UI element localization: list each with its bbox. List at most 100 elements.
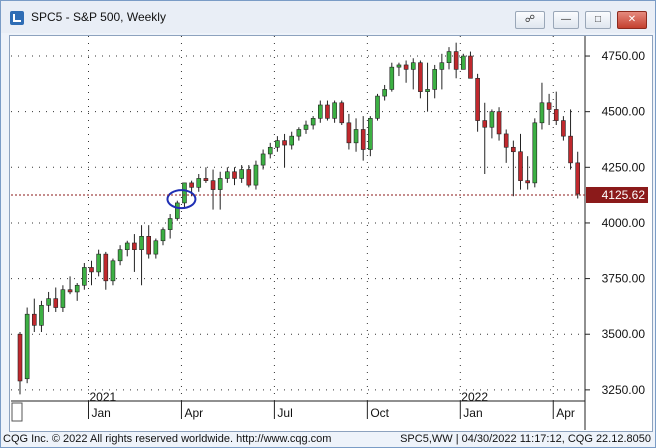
x-tick-label: Jan bbox=[463, 406, 482, 420]
candle-body bbox=[24, 313, 30, 380]
candle-body bbox=[210, 180, 216, 190]
y-tick-label: 4250.00 bbox=[602, 160, 646, 174]
cqg-app-icon bbox=[10, 11, 24, 25]
last-price-label: 4125.62 bbox=[602, 188, 646, 202]
candle-body bbox=[289, 135, 295, 146]
candle-body bbox=[553, 109, 559, 121]
close-icon: ✕ bbox=[627, 14, 637, 25]
candle-body bbox=[117, 249, 123, 262]
x-tick-label: Oct bbox=[370, 406, 389, 420]
year-label: 2022 bbox=[461, 390, 488, 404]
y-tick-label: 4500.00 bbox=[602, 105, 646, 119]
close-button[interactable]: ✕ bbox=[617, 11, 647, 29]
x-tick-label: Jan bbox=[92, 406, 111, 420]
title-bar[interactable]: SPC5 - S&P 500, Weekly ☍ — □ ✕ bbox=[1, 1, 655, 33]
candle-body bbox=[511, 146, 516, 153]
candle-body bbox=[267, 146, 273, 155]
candle-body bbox=[475, 77, 480, 121]
link-button[interactable]: ☍ bbox=[515, 11, 545, 29]
candle-body bbox=[496, 111, 502, 135]
highlight-circle bbox=[166, 189, 197, 210]
last-price-badge bbox=[586, 186, 648, 203]
candle-body bbox=[453, 51, 459, 70]
candle-body bbox=[253, 164, 259, 186]
candle-body bbox=[53, 298, 59, 308]
candle-body bbox=[460, 55, 466, 70]
candle-body bbox=[103, 253, 109, 282]
candle-body bbox=[217, 178, 223, 190]
candle-body bbox=[539, 102, 545, 124]
candle-body bbox=[310, 118, 316, 126]
candle-body bbox=[353, 129, 359, 144]
candle-body bbox=[39, 304, 44, 326]
candle-body bbox=[561, 120, 566, 137]
candle-body bbox=[432, 69, 438, 90]
candle-body bbox=[60, 289, 66, 308]
candle-body bbox=[575, 162, 581, 195]
candle-body bbox=[260, 153, 266, 166]
candle-body bbox=[410, 62, 416, 70]
candle-body bbox=[382, 89, 387, 97]
y-tick-label: 3500.00 bbox=[602, 327, 646, 341]
candle-body bbox=[232, 171, 237, 179]
candle-body bbox=[303, 124, 309, 130]
y-tick-label: 3250.00 bbox=[602, 383, 646, 397]
candle-body bbox=[439, 62, 445, 70]
y-tick-label: 4750.00 bbox=[602, 49, 646, 63]
candle-body bbox=[182, 182, 187, 204]
candle-body bbox=[503, 133, 509, 148]
candle-body bbox=[468, 55, 473, 79]
candle-body bbox=[46, 298, 51, 306]
candle-body bbox=[332, 102, 337, 119]
candle-body bbox=[239, 169, 244, 179]
candle-body bbox=[160, 229, 166, 242]
candle-body bbox=[317, 104, 323, 119]
candle-body bbox=[246, 169, 252, 186]
candle-body bbox=[189, 182, 194, 188]
link-icon: ☍ bbox=[524, 14, 536, 25]
window-title: SPC5 - S&P 500, Weekly bbox=[31, 10, 166, 24]
candle-body bbox=[403, 64, 409, 70]
candle-body bbox=[375, 95, 380, 119]
status-text: SPC5,WW | 04/30/2022 11:17:12, CQG 22.12… bbox=[400, 433, 651, 445]
minimize-button[interactable]: — bbox=[553, 11, 579, 29]
x-tick-label: Apr bbox=[556, 406, 575, 420]
candle-body bbox=[425, 89, 430, 92]
candle-body bbox=[546, 102, 552, 110]
candle-body bbox=[446, 51, 452, 64]
time-scroll-handle bbox=[11, 402, 23, 422]
year-label: 2021 bbox=[90, 390, 117, 404]
candle-body bbox=[418, 62, 423, 92]
candle-body bbox=[96, 253, 101, 273]
candle-body bbox=[17, 333, 23, 382]
candle-body bbox=[153, 240, 159, 255]
y-tick-label: 3750.00 bbox=[602, 272, 646, 286]
y-tick-label: 4000.00 bbox=[602, 216, 646, 230]
x-tick-label: Jul bbox=[277, 406, 292, 420]
price-axis bbox=[585, 36, 649, 430]
candle-body bbox=[132, 242, 137, 250]
candle-body bbox=[175, 202, 180, 219]
candle-body bbox=[110, 260, 116, 282]
candle-body bbox=[360, 129, 366, 150]
candle-body bbox=[296, 129, 302, 137]
candle-body bbox=[368, 118, 373, 150]
candle-body bbox=[82, 267, 87, 286]
candle-body bbox=[396, 64, 402, 68]
candle-body bbox=[89, 267, 94, 273]
candle-body bbox=[525, 180, 530, 184]
candle-body bbox=[489, 111, 495, 128]
candle-body bbox=[339, 102, 345, 124]
maximize-button[interactable]: □ bbox=[585, 11, 611, 29]
candle-body bbox=[74, 284, 80, 293]
maximize-icon: □ bbox=[594, 14, 602, 25]
candle-body bbox=[325, 104, 330, 119]
candle-body bbox=[346, 122, 352, 144]
candle-body bbox=[31, 313, 37, 326]
chart-area[interactable] bbox=[9, 35, 653, 432]
candle-body bbox=[124, 242, 130, 250]
candle-body bbox=[196, 178, 202, 188]
candle-body bbox=[518, 151, 523, 181]
candle-body bbox=[67, 289, 73, 293]
